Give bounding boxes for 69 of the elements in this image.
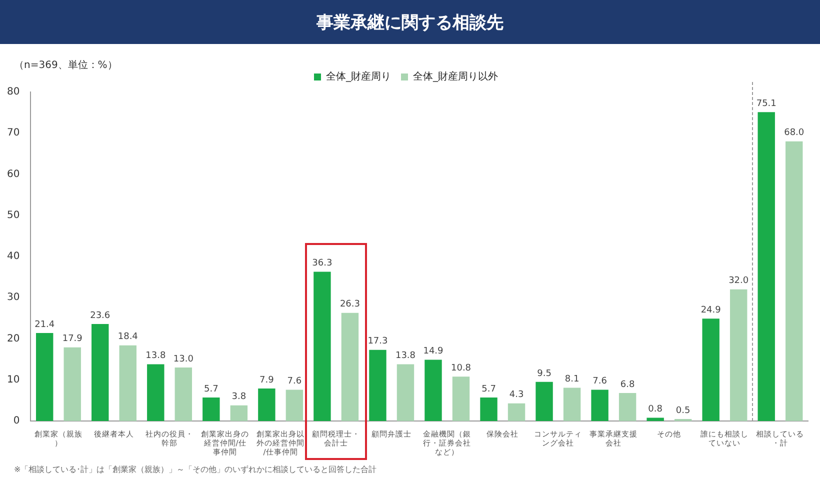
data-label: 0.8 xyxy=(648,404,663,415)
data-label: 13.8 xyxy=(395,351,416,362)
y-tick-label: 80 xyxy=(6,86,20,98)
data-label: 7.6 xyxy=(592,376,608,387)
legend-label: 全体_財産周り以外 xyxy=(413,70,498,83)
data-label: 10.8 xyxy=(450,363,472,374)
data-label: 5.7 xyxy=(204,384,218,394)
bar xyxy=(424,360,442,421)
bar xyxy=(286,390,304,421)
data-label: 18.4 xyxy=(118,332,138,342)
bar xyxy=(36,332,54,421)
bar xyxy=(480,398,498,421)
bar xyxy=(396,364,414,421)
data-label: 3.8 xyxy=(232,392,246,402)
bar xyxy=(591,390,608,421)
y-tick-label: 50 xyxy=(6,210,20,221)
bar xyxy=(258,388,276,421)
bar xyxy=(786,141,803,421)
y-tick-label: 70 xyxy=(6,128,20,139)
data-label: 17.9 xyxy=(62,334,83,344)
legend-label: 全体_財産周り xyxy=(326,70,391,83)
bar xyxy=(702,318,720,421)
data-label: 36.3 xyxy=(312,258,332,269)
bar xyxy=(147,364,164,421)
bar xyxy=(369,350,386,421)
data-label: 26.3 xyxy=(340,300,360,310)
data-label: 5.7 xyxy=(482,384,496,394)
data-label: 75.1 xyxy=(756,98,776,109)
y-tick-label: 60 xyxy=(6,168,20,180)
bar xyxy=(230,405,248,421)
data-label: 17.3 xyxy=(368,336,388,347)
bar xyxy=(202,398,220,421)
data-label: 13.8 xyxy=(146,351,166,362)
bar xyxy=(174,368,192,421)
text: （n=369、単位：%） xyxy=(14,59,118,72)
data-label: 7.9 xyxy=(260,375,274,386)
text: ※「相談している･計」は「創業家（親族）」～「その他」のいずれかに相談していると回答した合計 xyxy=(14,464,377,475)
bar xyxy=(119,345,136,421)
y-tick-label: 40 xyxy=(6,251,20,262)
data-label: 8.1 xyxy=(564,374,580,385)
bar xyxy=(618,393,636,421)
data-label: 24.9 xyxy=(700,305,722,316)
data-label: 7.6 xyxy=(287,376,302,387)
data-label: 23.6 xyxy=(90,310,110,321)
bar xyxy=(758,112,775,421)
bar xyxy=(341,312,359,421)
bar xyxy=(508,403,526,421)
chart-title: 事業承継に関する相談先 xyxy=(0,0,820,44)
bar xyxy=(563,388,581,421)
y-tick-label: 30 xyxy=(6,292,20,304)
data-label: 68.0 xyxy=(784,128,804,138)
bar xyxy=(536,382,553,421)
data-label: 21.4 xyxy=(34,320,55,330)
bar xyxy=(92,324,109,421)
bar xyxy=(314,272,331,421)
data-label: 9.5 xyxy=(537,368,552,379)
data-label: 32.0 xyxy=(728,276,749,286)
data-label: 6.8 xyxy=(620,380,635,390)
bar xyxy=(452,376,470,421)
data-label: 0.5 xyxy=(676,406,690,416)
bar xyxy=(64,347,81,421)
data-label: 14.9 xyxy=(423,346,444,357)
y-tick-label: 20 xyxy=(6,333,20,344)
bar xyxy=(646,418,664,421)
bar xyxy=(730,289,748,421)
y-tick-label: 0 xyxy=(13,416,20,427)
y-tick-label: 10 xyxy=(6,374,20,386)
data-label: 13.0 xyxy=(173,354,194,364)
data-label: 4.3 xyxy=(509,390,524,400)
